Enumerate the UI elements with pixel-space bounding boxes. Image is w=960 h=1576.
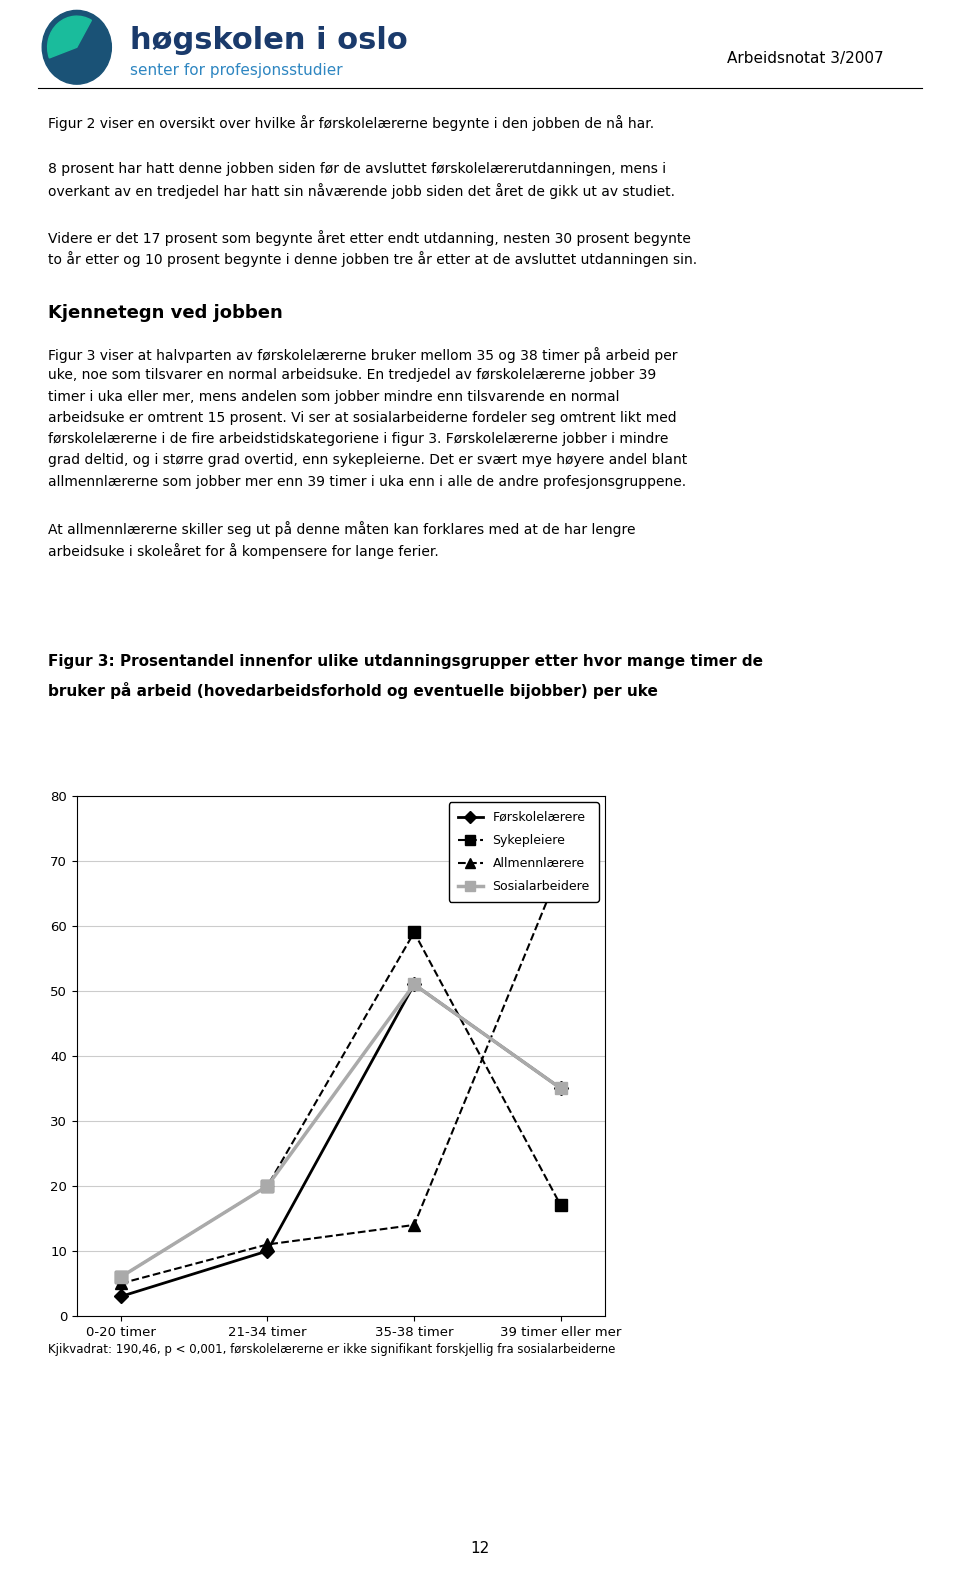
- Text: Figur 3: Prosentandel innenfor ulike utdanningsgrupper etter hvor mange timer de: Figur 3: Prosentandel innenfor ulike utd…: [48, 654, 763, 670]
- Circle shape: [42, 11, 111, 84]
- Text: 8 prosent har hatt denne jobben siden før de avsluttet førskolelærerutdanningen,: 8 prosent har hatt denne jobben siden fø…: [48, 162, 666, 177]
- Text: senter for profesjonsstudier: senter for profesjonsstudier: [130, 63, 342, 79]
- Text: At allmennlærerne skiller seg ut på denne måten kan forklares med at de har leng: At allmennlærerne skiller seg ut på denn…: [48, 522, 636, 537]
- Text: Figur 2 viser en oversikt over hvilke år førskolelærerne begynte i den jobben de: Figur 2 viser en oversikt over hvilke år…: [48, 115, 654, 131]
- Text: Kjikvadrat: 190,46, p < 0,001, førskolelærerne er ikke signifikant forskjellig f: Kjikvadrat: 190,46, p < 0,001, førskolel…: [48, 1343, 615, 1355]
- Legend: Førskolelærere, Sykepleiere, Allmennlærere, Sosialarbeidere: Førskolelærere, Sykepleiere, Allmennlære…: [448, 802, 598, 901]
- Text: overkant av en tredjedel har hatt sin nåværende jobb siden det året de gikk ut a: overkant av en tredjedel har hatt sin nå…: [48, 183, 675, 199]
- Text: bruker på arbeid (hovedarbeidsforhold og eventuelle bijobber) per uke: bruker på arbeid (hovedarbeidsforhold og…: [48, 682, 658, 698]
- Text: Figur 3 viser at halvparten av førskolelærerne bruker mellom 35 og 38 timer på a: Figur 3 viser at halvparten av førskolel…: [48, 347, 678, 362]
- Text: arbeidsuke er omtrent 15 prosent. Vi ser at sosialarbeiderne fordeler seg omtren: arbeidsuke er omtrent 15 prosent. Vi ser…: [48, 411, 677, 426]
- Text: høgskolen i oslo: høgskolen i oslo: [130, 27, 407, 55]
- Text: Arbeidsnotat 3/2007: Arbeidsnotat 3/2007: [727, 50, 883, 66]
- Text: uke, noe som tilsvarer en normal arbeidsuke. En tredjedel av førskolelærerne job: uke, noe som tilsvarer en normal arbeids…: [48, 369, 657, 383]
- Text: to år etter og 10 prosent begynte i denne jobben tre år etter at de avsluttet ut: to år etter og 10 prosent begynte i denn…: [48, 251, 697, 268]
- Text: førskolelærerne i de fire arbeidstidskategoriene i figur 3. Førskolelærerne jobb: førskolelærerne i de fire arbeidstidskat…: [48, 432, 668, 446]
- Wedge shape: [48, 16, 91, 58]
- Text: Kjennetegn ved jobben: Kjennetegn ved jobben: [48, 304, 283, 323]
- Text: arbeidsuke i skoleåret for å kompensere for lange ferier.: arbeidsuke i skoleåret for å kompensere …: [48, 542, 439, 558]
- Text: allmennlærerne som jobber mer enn 39 timer i uka enn i alle de andre profesjonsg: allmennlærerne som jobber mer enn 39 tim…: [48, 474, 686, 489]
- Text: timer i uka eller mer, mens andelen som jobber mindre enn tilsvarende en normal: timer i uka eller mer, mens andelen som …: [48, 389, 619, 403]
- Text: 12: 12: [470, 1541, 490, 1557]
- Text: grad deltid, og i større grad overtid, enn sykepleierne. Det er svært mye høyere: grad deltid, og i større grad overtid, e…: [48, 454, 687, 468]
- Text: Videre er det 17 prosent som begynte året etter endt utdanning, nesten 30 prosen: Videre er det 17 prosent som begynte åre…: [48, 230, 691, 246]
